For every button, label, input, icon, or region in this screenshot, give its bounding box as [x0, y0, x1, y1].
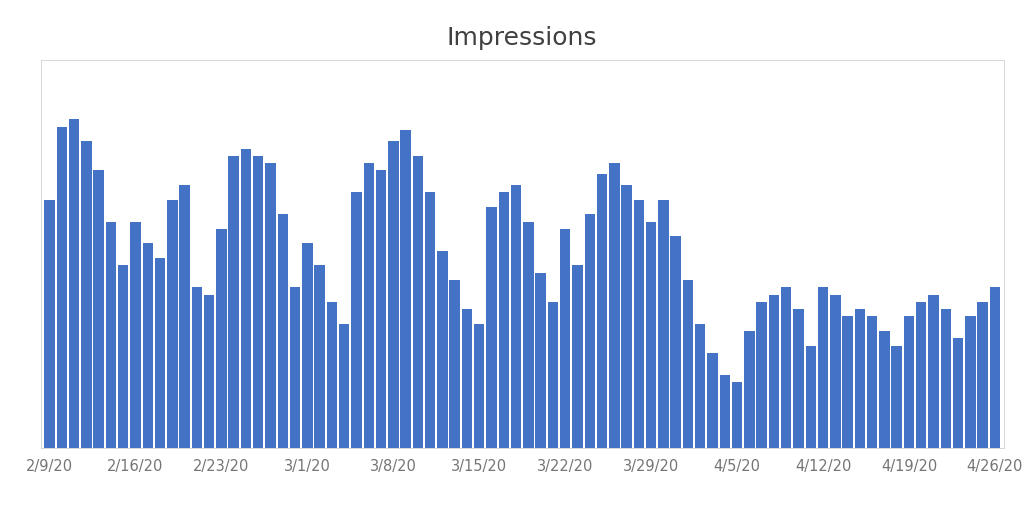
Bar — [376, 171, 386, 448]
Bar — [511, 186, 521, 448]
Bar — [523, 222, 534, 448]
Bar — [572, 266, 583, 448]
Bar — [536, 273, 546, 448]
Bar — [622, 186, 632, 448]
Bar — [966, 317, 976, 448]
Bar — [548, 302, 558, 448]
Bar — [437, 251, 447, 448]
Bar — [314, 266, 325, 448]
Bar — [990, 288, 1000, 448]
Bar — [953, 338, 964, 448]
Bar — [105, 222, 116, 448]
Bar — [646, 222, 656, 448]
Bar — [56, 127, 67, 448]
Bar — [978, 302, 988, 448]
Bar — [695, 324, 706, 448]
Bar — [450, 280, 460, 448]
Bar — [130, 222, 140, 448]
Bar — [278, 215, 288, 448]
Bar — [929, 295, 939, 448]
Bar — [486, 208, 497, 448]
Bar — [339, 324, 349, 448]
Bar — [916, 302, 927, 448]
Bar — [904, 317, 914, 448]
Bar — [474, 324, 484, 448]
Bar — [327, 302, 337, 448]
Bar — [44, 200, 54, 448]
Bar — [720, 375, 730, 448]
Bar — [265, 164, 275, 448]
Bar — [499, 193, 509, 448]
Bar — [81, 142, 91, 448]
Bar — [843, 317, 853, 448]
Bar — [671, 237, 681, 448]
Bar — [941, 309, 951, 448]
Bar — [855, 309, 865, 448]
Bar — [351, 193, 361, 448]
Bar — [142, 244, 153, 448]
Bar — [228, 156, 239, 448]
Bar — [69, 120, 79, 448]
Bar — [413, 156, 423, 448]
Bar — [634, 200, 644, 448]
Bar — [658, 200, 669, 448]
Bar — [241, 149, 251, 448]
Title: Impressions: Impressions — [447, 25, 597, 49]
Bar — [118, 266, 128, 448]
Bar — [683, 280, 693, 448]
Bar — [290, 288, 300, 448]
Bar — [302, 244, 312, 448]
Bar — [818, 288, 828, 448]
Bar — [609, 164, 620, 448]
Bar — [93, 171, 103, 448]
Bar — [867, 317, 878, 448]
Bar — [830, 295, 841, 448]
Bar — [769, 295, 779, 448]
Bar — [744, 331, 755, 448]
Bar — [781, 288, 792, 448]
Bar — [708, 353, 718, 448]
Bar — [167, 200, 177, 448]
Bar — [880, 331, 890, 448]
Bar — [585, 215, 595, 448]
Bar — [388, 142, 398, 448]
Bar — [400, 131, 411, 448]
Bar — [191, 288, 202, 448]
Bar — [732, 382, 742, 448]
Bar — [364, 164, 374, 448]
Bar — [794, 309, 804, 448]
Bar — [560, 230, 570, 448]
Bar — [806, 346, 816, 448]
Bar — [216, 230, 226, 448]
Bar — [597, 175, 607, 448]
Bar — [204, 295, 214, 448]
Bar — [757, 302, 767, 448]
Bar — [892, 346, 902, 448]
Bar — [179, 186, 189, 448]
Bar — [425, 193, 435, 448]
Bar — [462, 309, 472, 448]
Bar — [155, 259, 165, 448]
Bar — [253, 156, 263, 448]
